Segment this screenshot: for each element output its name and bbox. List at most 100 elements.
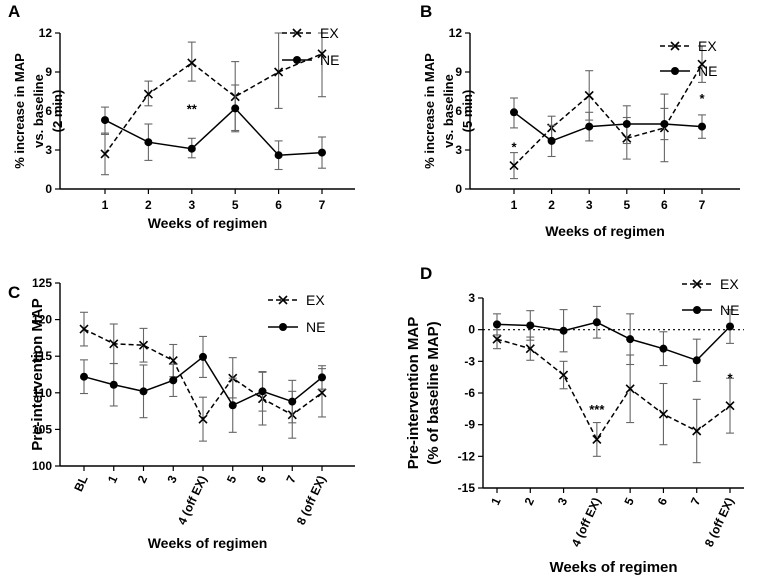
y-tick-label: 12 (39, 26, 53, 40)
x-tick-label: 5 (621, 495, 637, 507)
data-point-ex (692, 426, 702, 436)
x-tick-label: 6 (661, 198, 668, 212)
legend-marker (279, 323, 287, 331)
x-marker (100, 149, 110, 159)
y-axis-title: (2 min) (50, 90, 65, 133)
data-point-ne (493, 320, 501, 329)
x-tick-label: BL (71, 473, 90, 493)
legend-item-ex: EX (282, 25, 339, 41)
x-marker (584, 90, 594, 100)
x-tick-label: 8 (off EX) (294, 473, 329, 527)
panel-c: C 100 105 110 115 120 125 BL 1 2 34 (off EX) 5 6 78 (… (8, 276, 355, 551)
data-point-ex (492, 334, 502, 344)
data-point-ex (317, 49, 327, 59)
legend-marker (670, 41, 680, 51)
legend-item-ne: NE (682, 302, 739, 318)
x-marker (725, 401, 735, 411)
legend-marker (692, 279, 702, 289)
x-tick-label: 3 (164, 473, 180, 485)
x-marker (525, 344, 535, 354)
data-point-ne (288, 397, 297, 406)
data-point-ne (199, 352, 207, 361)
y-tick-label: 9 (45, 65, 52, 79)
x-tick-label: 4 (off EX) (569, 495, 604, 549)
y-tick-label: -15 (458, 481, 476, 495)
x-tick-label: 1 (102, 198, 109, 212)
x-tick-label: 3 (188, 198, 195, 212)
legend-marker (278, 295, 288, 305)
legend-marker (293, 56, 301, 64)
x-axis-title: Weeks of regimen (545, 223, 665, 239)
data-point-ex (658, 409, 668, 419)
data-point-ex (109, 339, 119, 349)
data-point-ex (584, 90, 594, 100)
x-tick-label: 5 (232, 198, 239, 212)
series-line-ex (104, 53, 323, 155)
x-marker (79, 324, 89, 334)
y-axis-title: vs. baseline (31, 74, 46, 148)
y-tick-label: 6 (45, 104, 52, 118)
data-point-ne (228, 401, 237, 410)
y-axis-title: (5 min) (460, 90, 475, 133)
series-line-ex (513, 63, 703, 167)
data-point-ex (100, 149, 110, 159)
x-marker (143, 89, 153, 99)
series-line-ne (513, 111, 703, 142)
x-axis-title: Weeks of regimen (549, 559, 677, 576)
data-point-ne (559, 326, 568, 335)
series-line-ne (496, 321, 731, 362)
data-point-ex (509, 161, 519, 171)
data-point-ex (592, 434, 602, 445)
legend-label: NE (306, 319, 325, 335)
legend-item-ex: EX (660, 38, 717, 54)
x-marker (559, 370, 569, 380)
x-tick-label: 3 (586, 198, 593, 212)
legend-marker (693, 306, 701, 314)
data-point-ex (79, 324, 89, 334)
data-point-ex (317, 388, 327, 398)
legend-label: NE (698, 63, 717, 79)
panel-label: D (420, 264, 432, 283)
significance-marker: * (699, 91, 705, 106)
y-axis-title: (% of baseline MAP) (425, 321, 442, 464)
y-tick-label: 12 (449, 26, 463, 40)
x-tick-label: 2 (145, 198, 152, 212)
legend-label: EX (698, 38, 717, 54)
data-point-ne (692, 356, 701, 365)
legend-item-ne: NE (660, 63, 717, 79)
x-marker (274, 67, 284, 77)
y-tick-label: -9 (464, 418, 475, 432)
x-axis-title: Weeks of regimen (148, 535, 268, 551)
y-tick-label: -12 (458, 449, 476, 463)
y-tick-label: 105 (32, 422, 52, 436)
x-tick-label: 1 (488, 495, 504, 507)
y-tick-label: 110 (33, 386, 53, 400)
data-point-ne (318, 373, 326, 382)
y-tick-label: 9 (455, 65, 462, 79)
significance-marker: * (727, 370, 733, 385)
legend-item-ex: EX (268, 292, 325, 308)
data-point-ne (187, 144, 196, 153)
x-marker (187, 58, 197, 68)
data-point-ne (274, 151, 283, 160)
y-tick-label: 3 (45, 143, 52, 157)
x-tick-label: 7 (283, 473, 299, 485)
x-marker (492, 334, 502, 344)
data-point-ex (525, 344, 535, 354)
data-point-ne (318, 148, 326, 157)
x-tick-label: 1 (511, 198, 518, 212)
x-marker (692, 426, 702, 436)
data-point-ex (725, 401, 735, 411)
legend-label: EX (720, 276, 739, 292)
x-tick-label: 5 (224, 473, 240, 485)
x-tick-label: 3 (555, 495, 571, 507)
data-point-ne (169, 376, 178, 385)
y-tick-label: 125 (32, 276, 52, 290)
significance-marker: ** (187, 102, 198, 117)
y-axis-title: % increase in MAP (12, 53, 27, 169)
panel-label: C (8, 283, 20, 302)
data-point-ne (109, 380, 118, 389)
